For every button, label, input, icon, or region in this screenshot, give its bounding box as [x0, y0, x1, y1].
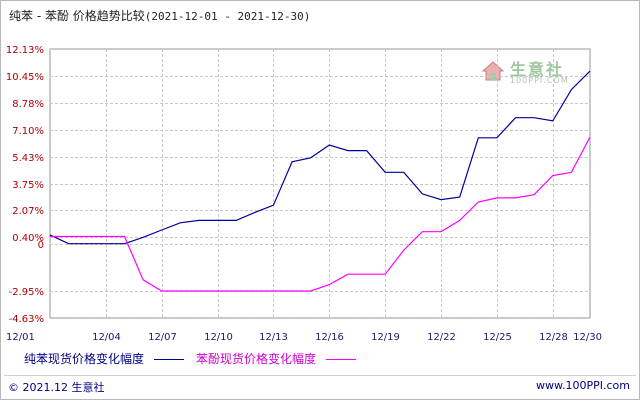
footer-link[interactable]: www.100PPI.com — [536, 379, 630, 392]
x-tick-label: 12/16 — [315, 332, 344, 343]
series-line-2 — [50, 136, 591, 292]
x-tick-label: 12/13 — [259, 332, 288, 343]
legend-series-2-swatch — [326, 359, 357, 360]
footer-divider — [4, 375, 636, 376]
y-tick-label: 10.45% — [6, 72, 44, 83]
chart-title-main: 纯苯 - 苯酚 价格趋势比较 — [9, 9, 145, 23]
x-tick-label: 12/25 — [483, 332, 512, 343]
x-tick-label: 12/28 — [539, 332, 568, 343]
x-tick-label: 12/04 — [92, 332, 121, 343]
legend-series-2: 苯酚现货价格变化幅度 — [196, 350, 357, 367]
plot-area — [49, 48, 591, 319]
x-tick-label: 12/22 — [427, 332, 456, 343]
x-tick-label: 12/01 — [6, 332, 35, 343]
legend-series-2-label: 苯酚现货价格变化幅度 — [196, 352, 317, 366]
y-tick-label: 0.40% — [12, 233, 44, 244]
y-tick-label: 2.07% — [12, 206, 44, 217]
series-line-1 — [49, 70, 591, 245]
legend-series-1-label: 纯苯现货价格变化幅度 — [24, 352, 145, 366]
x-tick-label: 12/30 — [573, 332, 602, 343]
x-tick-label: 12/10 — [204, 332, 233, 343]
y-tick-label: 8.78% — [12, 99, 44, 110]
x-tick-label: 12/19 — [371, 332, 400, 343]
chart-title: 纯苯 - 苯酚 价格趋势比较(2021-12-01 - 2021-12-30) — [9, 7, 310, 24]
footer-copyright: © 2021.12 生意社 — [8, 381, 105, 394]
y-tick-label: -2.95% — [9, 287, 44, 298]
y-tick-label: 0 — [38, 240, 44, 251]
chart-title-range: (2021-12-01 - 2021-12-30) — [144, 10, 311, 23]
x-tick-label: 12/07 — [148, 332, 177, 343]
y-tick-label: 3.75% — [12, 180, 44, 191]
watermark-text: 生意社 — [510, 60, 565, 79]
y-tick-label: -4.63% — [9, 314, 44, 325]
watermark-sub: 100PPI.COM — [510, 76, 569, 85]
y-tick-label: 5.43% — [12, 153, 44, 164]
y-tick-label: 12.13% — [6, 45, 44, 56]
legend-series-1-swatch — [154, 359, 185, 360]
y-tick-label: 7.10% — [12, 126, 44, 137]
legend-series-1: 纯苯现货价格变化幅度 — [24, 350, 185, 367]
